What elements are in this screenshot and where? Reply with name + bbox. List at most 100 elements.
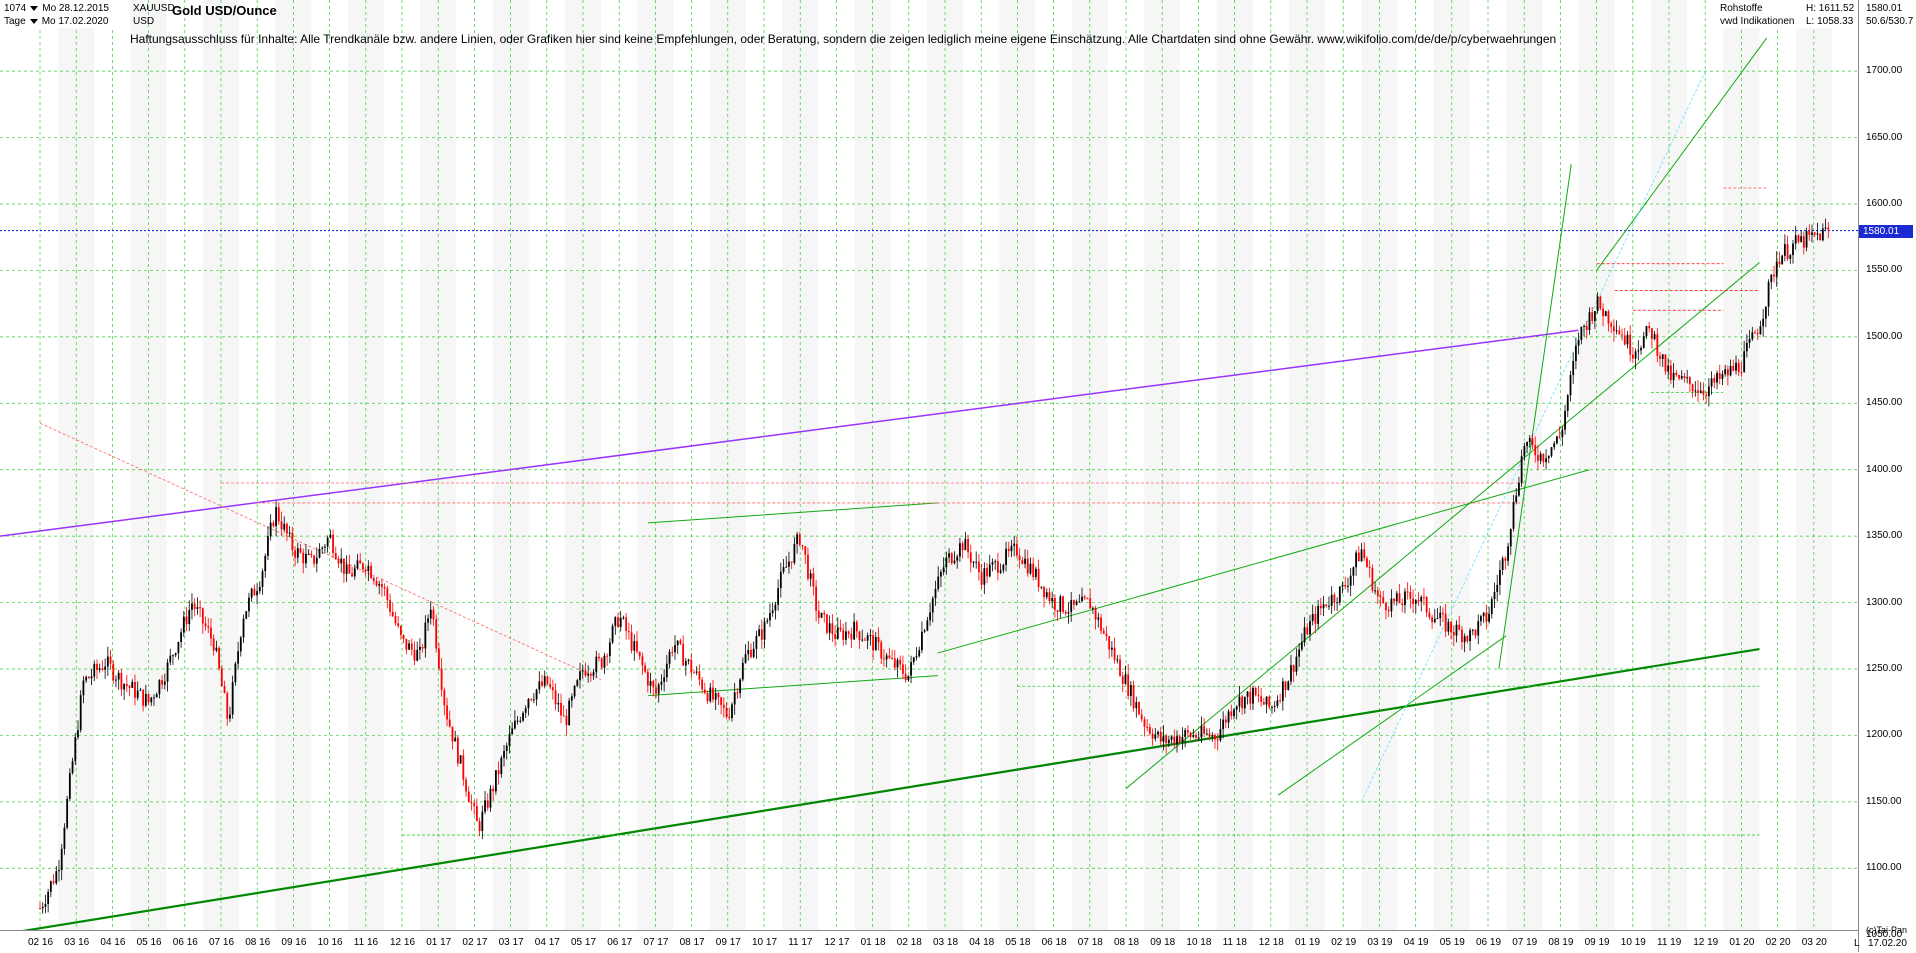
candle-body [880,642,883,659]
candle-body [679,640,682,644]
candle-body [1105,633,1108,637]
candle-body [619,617,622,627]
candle-body [538,681,541,690]
candle-body [1455,624,1458,636]
candle-body [1599,296,1602,309]
candle-body [771,610,774,614]
candle-body [258,586,261,592]
candle-body [1629,334,1632,355]
candle-body [587,673,590,676]
candle-body [1547,455,1550,459]
candle-body [489,788,492,808]
candle-body [918,650,921,657]
candle-body [1195,735,1197,738]
x-tick-label: 01 18 [860,937,886,948]
candle-body [1539,453,1542,461]
candle-body [117,672,120,680]
candle-body [1371,567,1374,591]
candle-body [120,672,123,690]
candle-body [546,676,549,685]
candle-body [1208,733,1211,737]
candle-body [1110,647,1113,650]
candle-body [1330,594,1333,606]
candle-body [427,618,429,623]
candle-body [1702,390,1705,395]
candle-body [410,643,413,650]
x-tick-label: 04 19 [1403,937,1429,948]
disclaimer-text: Haftungsausschluss für Inhalte: Alle Tre… [130,32,1557,46]
candle-body [264,555,267,572]
x-tick-label: 12 18 [1258,937,1284,948]
candle-body [1306,627,1309,635]
candle-body [644,665,647,672]
candle-body [1743,351,1746,373]
period-dropdown-icon[interactable] [29,18,38,24]
candle-body [598,656,600,659]
candle-body [104,666,107,670]
candle-body [199,607,202,609]
trendlines-layer [0,37,1858,936]
candle-body [1588,312,1591,330]
trendline [1360,70,1706,803]
candle-body [1395,593,1398,602]
x-tick-label: 01 17 [426,937,452,948]
candle-body [155,694,158,698]
candle-body [638,651,641,657]
candle-body [986,568,988,577]
candle-body [1607,311,1610,324]
candle-body [1594,311,1596,321]
candle-body [1148,727,1151,734]
x-tick-label: 10 18 [1186,937,1212,948]
candle-body [448,719,451,727]
candle-body [353,568,356,577]
candle-body [608,642,611,657]
candle-body [1219,729,1222,741]
candle-body [969,552,972,563]
candle-body [201,608,204,624]
candle-body [1333,594,1336,603]
candle-body [964,538,967,551]
candle-body [720,697,723,705]
candle-body [1043,586,1045,598]
candle-body [85,676,88,681]
candle-body [1813,232,1816,235]
candle-body [1127,674,1130,696]
candle-body [299,548,302,553]
candle-body [44,904,47,907]
candle-body [188,609,191,625]
candle-body [1615,330,1618,332]
candle-body [766,620,769,622]
dropdown-icon[interactable] [30,5,39,11]
candle-body [1119,659,1121,677]
candle-body [405,638,408,650]
candle-body [229,714,231,719]
candle-body [1488,614,1490,622]
candle-body [389,600,391,612]
candle-body [326,537,329,547]
candle-body [234,663,237,683]
candle-body [1189,732,1192,737]
candle-body [272,522,275,527]
candle-body [1249,691,1252,704]
candle-body [294,550,296,558]
candle-body [370,565,372,579]
candle-body [343,558,345,574]
candle-body [1821,228,1824,241]
candle-body [334,553,337,559]
candle-body [90,676,93,679]
candle-body [1412,598,1414,604]
candle-body [687,659,690,662]
x-tick-label: 11 18 [1222,937,1247,948]
last-value: 1580.01 [1866,3,1903,14]
candle-body [1773,274,1775,277]
x-tick-label: 08 19 [1548,937,1574,948]
candle-body [902,664,904,674]
candle-body [1545,458,1547,463]
candle-body [600,658,603,668]
candle-body [1515,495,1518,503]
candle-body [1583,325,1585,327]
candle-body [494,770,497,792]
candle-body [1271,706,1273,708]
candle-body [386,588,389,601]
candle-body [1018,555,1021,560]
